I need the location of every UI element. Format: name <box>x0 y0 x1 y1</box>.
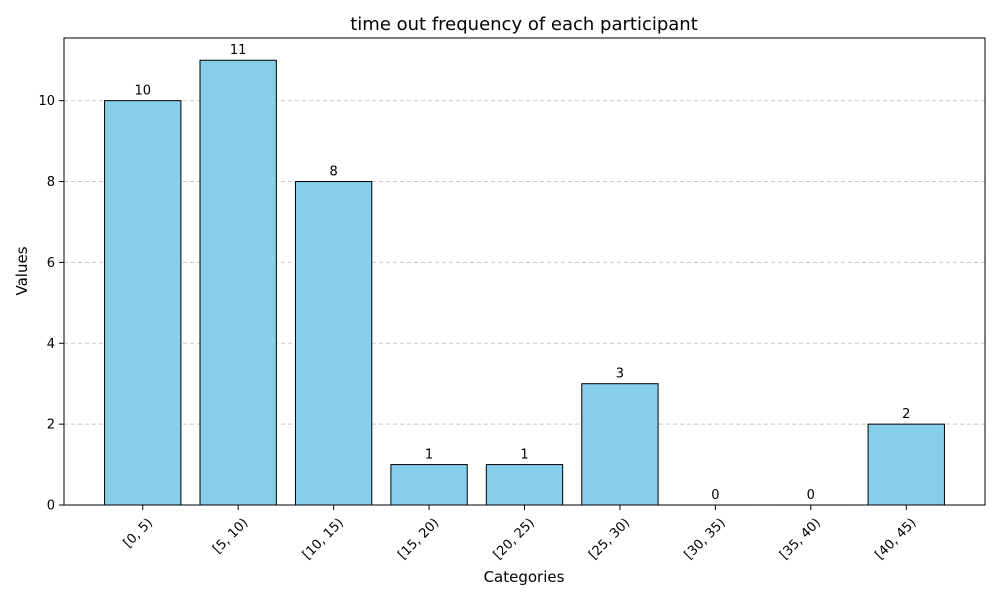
x-tick-label: [40, 45) <box>873 516 920 563</box>
bar <box>199 59 277 506</box>
bar <box>867 423 945 506</box>
bar <box>104 100 182 506</box>
y-axis-ticks: 0 2 4 6 8 10 <box>38 94 64 514</box>
x-tick-label: [30, 35) <box>682 516 729 563</box>
bar-value-label: 10 <box>134 84 151 99</box>
bar <box>390 464 468 506</box>
bar-value-label: 11 <box>230 43 247 58</box>
y-tick-label: 6 <box>47 256 55 271</box>
y-tick-label: 2 <box>47 418 55 433</box>
bar <box>294 181 373 506</box>
y-tick-label: 0 <box>47 499 55 514</box>
x-tick-label: [15, 20) <box>395 516 442 563</box>
bar <box>485 464 564 506</box>
x-tick-label: [5, 10) <box>210 516 251 557</box>
x-tick-label: [0, 5) <box>121 516 156 551</box>
x-axis-ticks: [0, 5) [5, 10) [10, 15) [15, 20) [20, 25) [25… <box>121 505 920 563</box>
chart-title: time out frequency of each participant <box>350 14 698 35</box>
bar-value-label: 2 <box>902 407 910 422</box>
bar-value-label: 0 <box>711 488 719 503</box>
x-tick-label: [35, 40) <box>777 516 824 563</box>
y-tick-label: 4 <box>47 337 55 352</box>
x-axis-label: Categories <box>484 568 565 586</box>
bar-value-label: 0 <box>807 488 815 503</box>
bar-value-label: 1 <box>520 448 528 463</box>
x-tick-label: [25, 30) <box>586 516 633 563</box>
x-tick-label: [10, 15) <box>300 516 347 563</box>
y-tick-label: 10 <box>38 94 55 109</box>
x-tick-label: [20, 25) <box>491 516 538 563</box>
bar-value-label: 8 <box>329 165 337 180</box>
y-tick-label: 8 <box>47 175 55 190</box>
bar-value-label: 3 <box>616 367 624 382</box>
y-axis-label: Values <box>13 246 31 295</box>
bar <box>581 383 659 506</box>
bar-value-label: 1 <box>425 448 433 463</box>
bars <box>104 59 945 506</box>
